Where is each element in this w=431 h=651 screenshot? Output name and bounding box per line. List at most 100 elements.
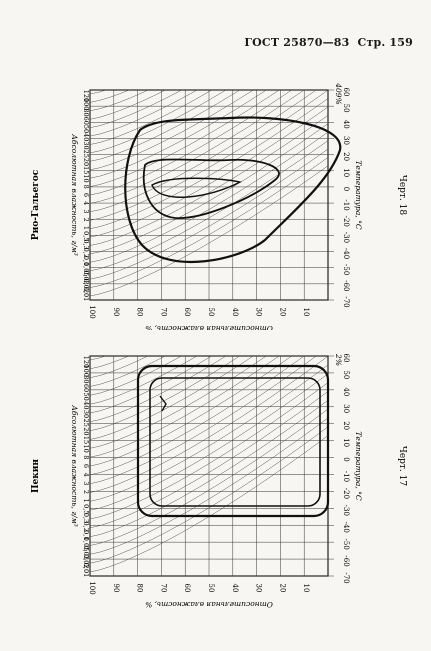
ah-tick-label: 25	[82, 419, 90, 427]
absolute-humidity-curve	[90, 90, 166, 120]
rh-tick-label: 90	[112, 584, 120, 593]
ah-tick-label: 8	[82, 185, 90, 189]
rh-tick-label: 100	[88, 581, 96, 594]
temperature-tick-label: 0	[342, 187, 350, 191]
chart-peking: 0,01 0,02 0,03 0,05 0,1 0,2 0,3 0,5 1 2 3 4 6 8 10 15 20…	[28, 336, 423, 609]
rh-tick-label: 80	[136, 308, 144, 317]
absolute-humidity-curve	[90, 356, 293, 467]
absolute-humidity-curve	[90, 157, 328, 288]
rh-tick-label: 40	[231, 584, 239, 593]
absolute-humidity-curve	[90, 356, 166, 387]
absolute-humidity-curve	[90, 140, 328, 272]
climate-envelope-outer	[136, 364, 330, 518]
absolute-humidity-curve	[90, 417, 328, 555]
temperature-tick-label: -20	[342, 488, 350, 499]
ah-tick-label: 8	[82, 455, 90, 459]
absolute-humidity-curve	[90, 90, 213, 145]
absolute-humidity-curve	[90, 90, 149, 112]
temperature-tick-label: 20	[342, 421, 350, 430]
climate-envelope-core	[151, 177, 243, 198]
absolute-humidity-curve	[90, 426, 328, 564]
ah-tick-label: 0,05	[82, 262, 90, 276]
absolute-humidity-curve	[90, 373, 328, 511]
climate-envelope-outer	[124, 116, 342, 264]
ah-tick-label: 20	[82, 158, 90, 166]
temperature-tick-label: -50	[342, 264, 350, 275]
ah-tick-label: 0,3	[82, 513, 90, 523]
temperature-tick-label: 10	[342, 168, 350, 177]
absolute-humidity-curve	[90, 148, 328, 280]
page-number: Стр. 159	[357, 36, 413, 49]
ah-tick-label: 0,02	[82, 554, 90, 568]
temperature-tick-label: 60	[342, 354, 350, 363]
temperature-tick-label: -10	[342, 471, 350, 482]
absolute-humidity-curve	[90, 123, 328, 255]
ah-tick-label: 4	[82, 201, 90, 205]
ah-tick-label: 50	[82, 393, 90, 401]
ah-tick-label: 15	[82, 166, 90, 174]
rh-tick-label: 60	[183, 308, 191, 317]
absolute-humidity-curve	[90, 356, 182, 396]
temperature-tick-label: 40	[342, 387, 350, 396]
ah-axis-title: Абсолютная влажность, г/м³	[70, 404, 79, 527]
absolute-humidity-curve	[90, 90, 280, 187]
ah-tick-label: 4	[82, 473, 90, 477]
absolute-humidity-curve	[90, 356, 241, 431]
ah-tick-label: 1	[82, 226, 90, 230]
ah-tick-label: 25	[82, 150, 90, 158]
absolute-humidity-curve	[90, 356, 267, 449]
page-header: ГОСТ 25870—83 Стр. 159	[244, 36, 413, 49]
ah-tick-label: 60	[82, 384, 90, 392]
absolute-humidity-curve	[90, 90, 241, 162]
rh-axis-title: Относительная влажность, %	[145, 324, 273, 330]
ah-tick-label: 2	[82, 490, 90, 494]
absolute-humidity-curve	[90, 90, 293, 196]
temperature-tick-label: 50	[342, 104, 350, 113]
ah-tick-label: 0,02	[82, 279, 90, 293]
absolute-humidity-curve	[90, 98, 328, 229]
ah-tick-label: 15	[82, 436, 90, 444]
temperature-tick-label: -70	[342, 296, 350, 307]
ah-tick-label: 30	[82, 141, 90, 149]
rh-tick-label: 90	[112, 308, 120, 317]
corner-label: 409%	[334, 82, 343, 104]
figure-label: Черт. 18	[397, 175, 407, 215]
absolute-humidity-curve	[90, 115, 328, 246]
absolute-humidity-curve	[90, 382, 328, 520]
ah-tick-label: 6	[82, 193, 90, 197]
rh-tick-label: 10	[302, 584, 310, 593]
absolute-humidity-curve	[90, 90, 198, 137]
rh-tick-label: 50	[207, 584, 215, 593]
ah-tick-label: 0,2	[82, 248, 90, 258]
ah-tick-label: 100	[82, 364, 90, 376]
ah-tick-label: 2	[82, 218, 90, 222]
absolute-humidity-curve	[90, 90, 267, 179]
absolute-humidity-curve	[90, 90, 328, 221]
ah-tick-label: 0,05	[82, 537, 90, 551]
absolute-humidity-curve	[90, 356, 305, 476]
temperature-tick-label: -50	[342, 539, 350, 550]
rh-tick-label: 20	[278, 308, 286, 317]
rh-axis-title: Относительная влажность, %	[145, 600, 273, 608]
temperature-tick-label: -20	[342, 216, 350, 227]
absolute-humidity-curve	[90, 356, 254, 440]
ah-tick-label: 120	[82, 356, 90, 368]
temperature-tick-label: 60	[342, 88, 350, 97]
rh-tick-label: 80	[136, 584, 144, 593]
ah-tick-label: 0,2	[82, 521, 90, 531]
ah-tick-label: 120	[82, 90, 90, 102]
absolute-humidity-curve	[90, 391, 328, 529]
figure-label: Черт. 17	[397, 446, 407, 486]
absolute-humidity-curve	[90, 90, 107, 95]
ah-tick-label: 0,01	[82, 563, 90, 577]
location-title: Пекин	[31, 459, 41, 493]
temperature-axis-title: Температура, °С	[354, 431, 363, 500]
absolute-humidity-curve	[90, 356, 328, 493]
rh-tick-label: 40	[231, 308, 239, 317]
temperature-tick-label: 40	[342, 120, 350, 129]
temperature-tick-label: -40	[342, 248, 350, 259]
climate-envelope-mark	[159, 395, 167, 412]
climate-envelope-inner	[142, 158, 280, 219]
rh-tick-label: 20	[278, 584, 286, 593]
temperature-tick-label: -60	[342, 280, 350, 291]
